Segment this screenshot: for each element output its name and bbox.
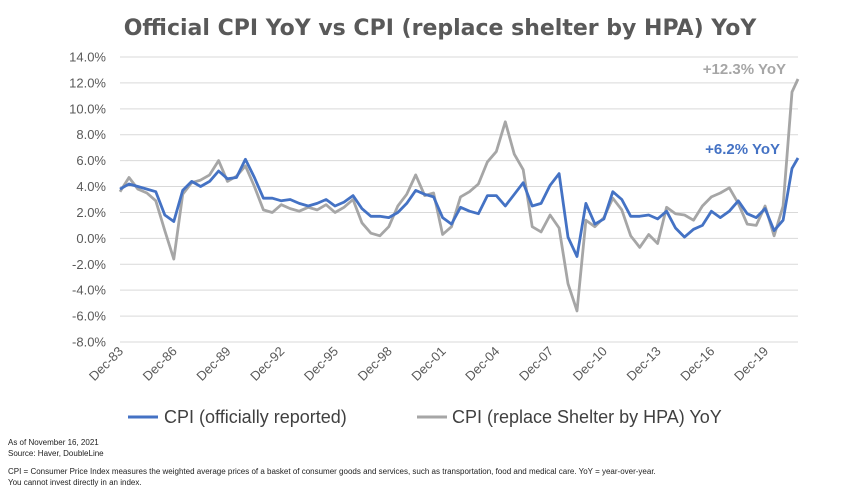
legend: CPI (officially reported) CPI (replace Sh… [128,407,722,427]
y-tick-label: -4.0% [72,283,106,298]
x-tick-label: Dec-16 [677,344,717,384]
definition-note: CPI = Consumer Price Index measures the … [8,467,656,476]
y-tick-label: -2.0% [72,257,106,272]
y-tick-label: 0.0% [76,231,106,246]
annotation-hpa: +12.3% YoY [703,61,786,78]
annotations: +12.3% YoY +6.2% YoY [703,61,786,158]
y-axis: 14.0% 12.0% 10.0% 8.0% 6.0% 4.0% 2.0% 0.0% -2.0%… [69,50,106,350]
y-tick-label: 8.0% [76,127,106,142]
chart-title: Official CPI YoY vs CPI (replace shelter… [124,16,758,41]
gridlines [120,56,798,343]
y-tick-label: 14.0% [69,50,106,65]
x-tick-label: Dec-95 [301,344,341,384]
x-tick-label: Dec-10 [570,344,610,384]
x-tick-label: Dec-07 [516,344,556,384]
series-line-1 [118,78,800,313]
legend-label-1: CPI (replace Shelter by HPA) YoY [452,407,722,427]
x-tick-label: Dec-86 [140,344,180,384]
y-tick-label: 12.0% [69,75,106,90]
source-note: Source: Haver, DoubleLine [8,449,104,458]
series-line-0 [119,157,800,258]
x-tick-label: Dec-98 [355,344,395,384]
annotation-cpi: +6.2% YoY [705,141,780,158]
y-tick-label: 10.0% [69,101,106,116]
x-tick-label: Dec-04 [462,344,502,384]
y-tick-label: 4.0% [76,179,106,194]
as-of-note: As of November 16, 2021 [8,438,99,447]
y-tick-label: 6.0% [76,153,106,168]
x-axis: Dec-83 Dec-86 Dec-89 Dec-92 Dec-95 Dec-98 Dec-… [86,344,771,384]
disclaimer-note: You cannot invest directly in an index. [8,478,142,487]
x-tick-label: Dec-01 [408,344,448,384]
x-tick-label: Dec-19 [731,344,771,384]
legend-label-0: CPI (officially reported) [164,407,347,427]
x-tick-label: Dec-92 [247,344,287,384]
y-tick-label: -8.0% [72,335,106,350]
plot-area [118,78,800,313]
y-tick-label: -6.0% [72,309,106,324]
x-tick-label: Dec-13 [623,344,663,384]
x-tick-label: Dec-83 [86,344,126,384]
y-tick-label: 2.0% [76,205,106,220]
x-tick-label: Dec-89 [193,344,233,384]
